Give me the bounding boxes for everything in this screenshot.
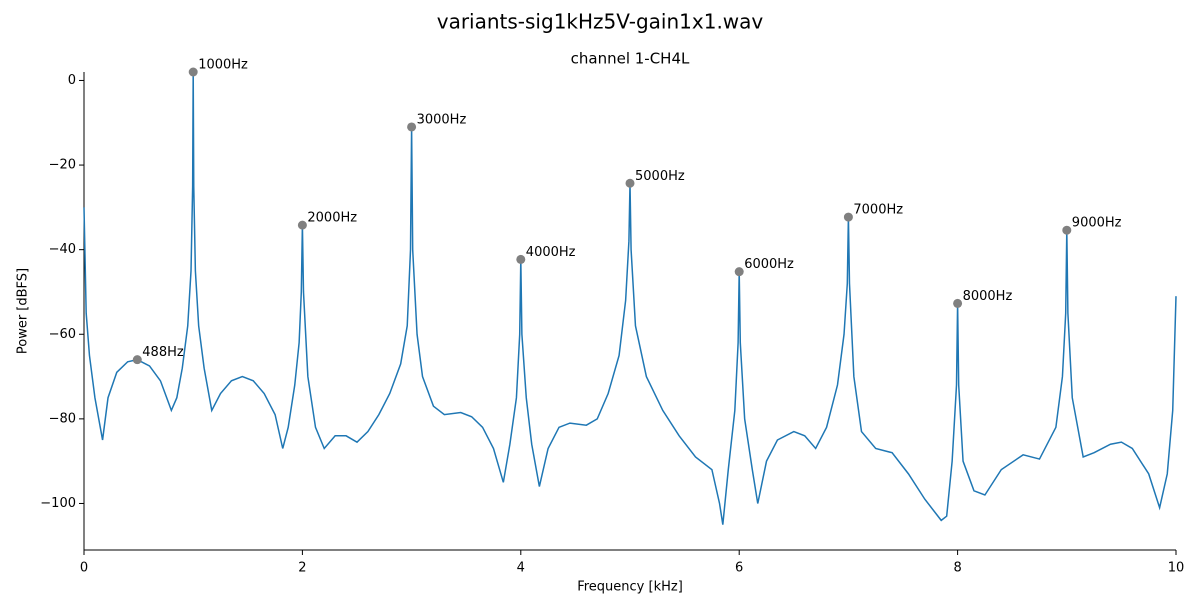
y-tick-label: −100	[40, 496, 76, 511]
peak-marker	[132, 355, 142, 365]
peak-label: 2000Hz	[307, 211, 357, 226]
x-tick-label: 6	[735, 561, 743, 576]
x-tick-label: 8	[953, 561, 961, 576]
peak-marker	[734, 267, 744, 277]
x-tick-label: 0	[80, 561, 88, 576]
peak-label: 9000Hz	[1072, 216, 1122, 231]
chart-subtitle: channel 1-CH4L	[571, 50, 690, 68]
peak-marker	[516, 254, 526, 264]
peak-label: 3000Hz	[417, 112, 467, 127]
chart-title: variants-sig1kHz5V-gain1x1.wav	[437, 10, 764, 34]
x-tick-label: 2	[298, 561, 306, 576]
peak-marker	[625, 178, 635, 188]
peak-marker	[188, 67, 198, 77]
y-tick-label: 0	[68, 73, 76, 88]
y-tick-label: −40	[49, 242, 76, 257]
peak-marker	[953, 298, 963, 308]
peak-label: 488Hz	[142, 345, 184, 360]
y-tick-label: −60	[49, 327, 76, 342]
peak-marker	[1062, 225, 1072, 235]
y-tick-label: −20	[49, 158, 76, 173]
peak-marker	[297, 220, 307, 230]
y-tick-label: −80	[49, 411, 76, 426]
peak-marker	[843, 212, 853, 222]
peak-label: 4000Hz	[526, 245, 576, 260]
peak-label: 8000Hz	[963, 289, 1013, 304]
peak-label: 5000Hz	[635, 169, 685, 184]
x-tick-label: 10	[1168, 561, 1185, 576]
peak-label: 6000Hz	[744, 257, 794, 272]
peak-label: 1000Hz	[198, 58, 248, 73]
peak-label: 7000Hz	[853, 203, 903, 218]
y-axis-label: Power [dBFS]	[16, 268, 31, 354]
x-axis-label: Frequency [kHz]	[577, 580, 683, 595]
x-tick-label: 4	[517, 561, 525, 576]
peak-marker	[407, 122, 417, 132]
